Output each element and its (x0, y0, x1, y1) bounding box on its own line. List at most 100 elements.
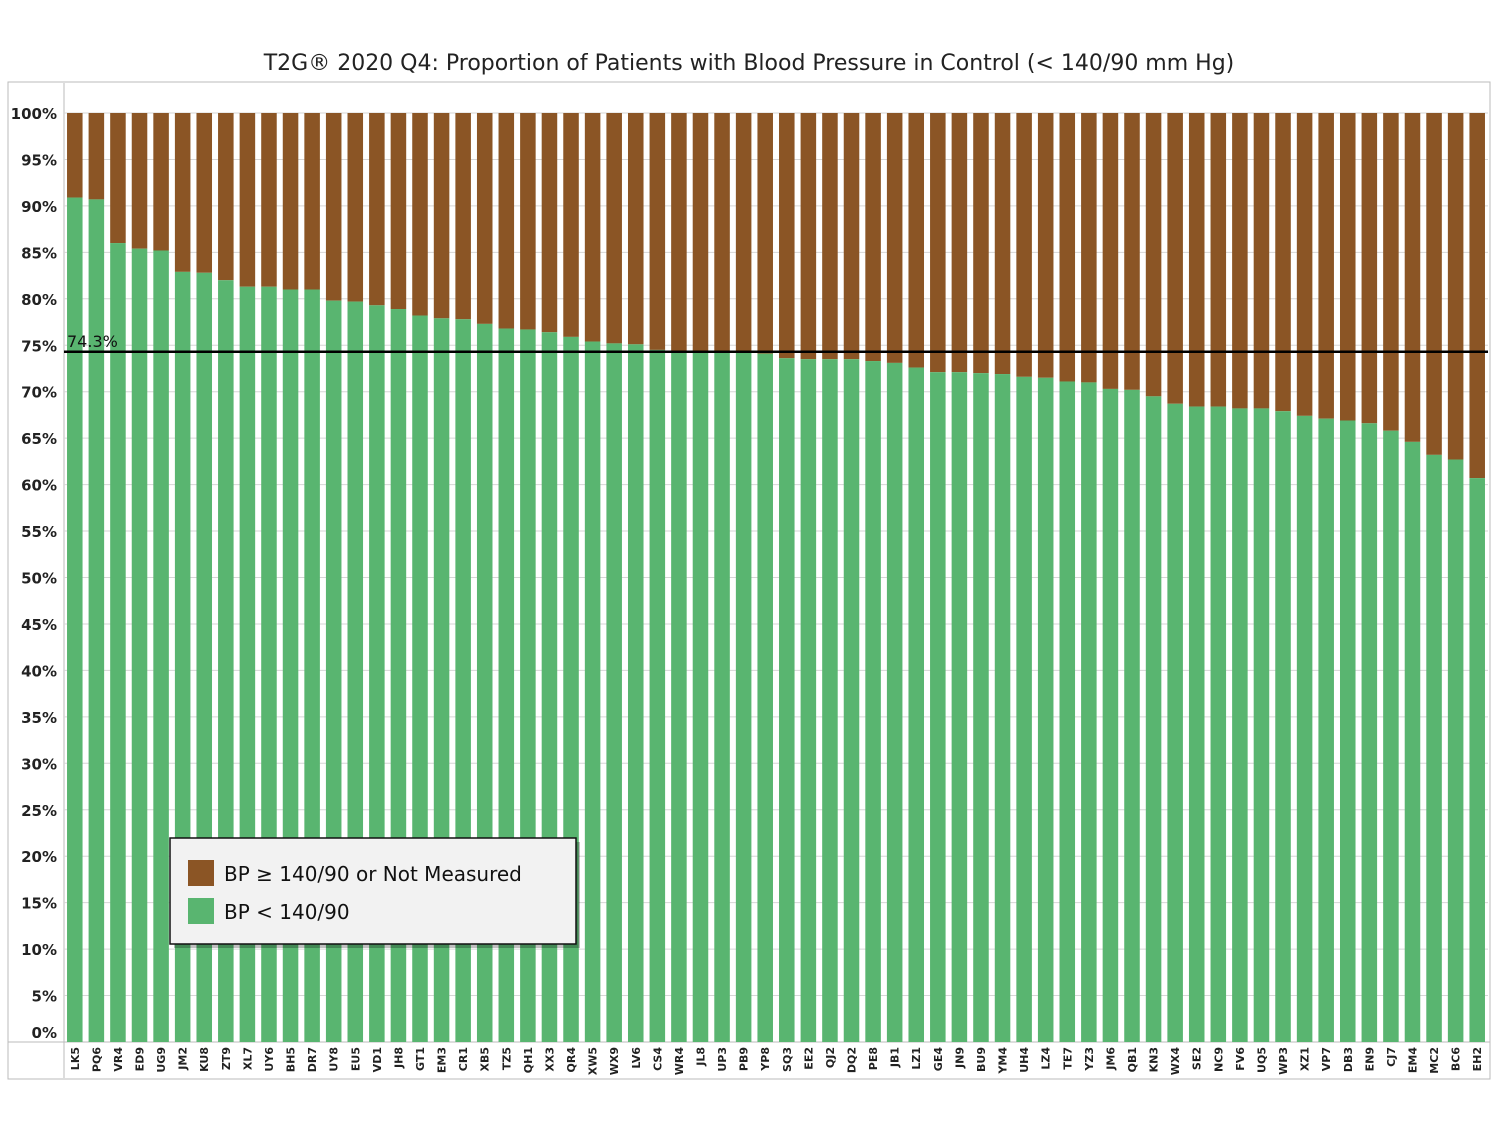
bar-controlled (1253, 408, 1270, 1042)
bar-controlled (714, 352, 730, 1042)
bar-controlled (1296, 415, 1313, 1042)
bar-controlled (649, 349, 666, 1042)
y-tick-label: 60% (21, 477, 57, 495)
bar-not-controlled (67, 113, 83, 198)
bar-not-controlled (412, 113, 428, 316)
bar-not-controlled (1232, 113, 1248, 409)
bar-controlled (951, 372, 968, 1042)
y-tick-label: 0% (32, 1024, 57, 1042)
y-tick-label: 45% (21, 616, 57, 634)
bar-controlled (1404, 441, 1421, 1043)
bar-controlled (67, 197, 83, 1042)
bar-not-controlled (1016, 113, 1032, 377)
x-tick-label: QH1 (522, 1047, 535, 1073)
y-tick-label: 50% (21, 570, 57, 588)
bar-controlled (1016, 376, 1032, 1042)
bar-not-controlled (1296, 113, 1313, 416)
bar-not-controlled (455, 113, 471, 320)
x-tick-label: QJ2 (824, 1047, 837, 1068)
bar-not-controlled (584, 113, 601, 342)
x-tick-label: XX3 (543, 1047, 556, 1072)
x-tick-label: VR4 (112, 1047, 125, 1072)
y-tick-label: 80% (21, 291, 57, 309)
bar-not-controlled (973, 113, 989, 374)
bar-not-controlled (476, 113, 493, 324)
x-axis-ticks: LK5 PQ6 VR4 ED9 UG9 JM2 KU8 ZT9 XL7 UY6 BH5 DR7 UY8 E… (69, 1047, 1484, 1076)
x-tick-label: EM3 (436, 1047, 449, 1073)
bar-not-controlled (822, 113, 838, 360)
bar-controlled (1383, 430, 1399, 1042)
y-tick-label: 55% (21, 523, 57, 541)
x-tick-label: GT1 (414, 1047, 427, 1071)
bar-controlled (1339, 420, 1356, 1042)
bar-not-controlled (1339, 113, 1356, 421)
y-tick-label: 95% (21, 151, 57, 169)
bar-not-controlled (498, 113, 515, 329)
x-tick-label: KN3 (1148, 1047, 1161, 1072)
bar-not-controlled (563, 113, 579, 337)
x-tick-label: DQ2 (846, 1047, 859, 1073)
bar-controlled (1210, 406, 1227, 1043)
bar-controlled (1081, 382, 1097, 1042)
bar-controlled (1361, 423, 1378, 1042)
bar-controlled (930, 372, 946, 1042)
bar-not-controlled (1188, 113, 1205, 407)
x-tick-label: UP3 (716, 1047, 729, 1072)
x-tick-label: NC9 (1212, 1047, 1225, 1072)
bar-not-controlled (131, 113, 148, 249)
x-tick-label: WX9 (608, 1047, 621, 1075)
x-tick-label: EN9 (1363, 1047, 1376, 1071)
y-tick-label: 15% (21, 895, 57, 913)
y-tick-label: 75% (21, 337, 57, 355)
y-tick-label: 70% (21, 384, 57, 402)
bar-controlled (1102, 388, 1119, 1043)
x-tick-label: LZ4 (1040, 1047, 1053, 1070)
x-tick-label: YP8 (759, 1047, 772, 1072)
bar-not-controlled (304, 113, 320, 290)
x-tick-label: ED9 (134, 1047, 147, 1071)
x-tick-label: JM6 (1104, 1047, 1117, 1071)
bar-controlled (1275, 411, 1291, 1043)
x-tick-label: LK5 (69, 1047, 82, 1070)
bar-controlled (735, 352, 752, 1042)
x-tick-label: XW5 (587, 1047, 600, 1075)
x-tick-label: KU8 (198, 1047, 211, 1072)
x-tick-label: BC6 (1450, 1047, 1463, 1071)
y-tick-label: 20% (21, 848, 57, 866)
bar-not-controlled (261, 113, 277, 287)
legend-label: BP ≥ 140/90 or Not Measured (224, 862, 522, 886)
y-tick-label: 40% (21, 662, 57, 680)
x-tick-label: MC2 (1428, 1047, 1441, 1074)
bar-not-controlled (110, 113, 126, 244)
bar-not-controlled (1145, 113, 1162, 397)
bar-not-controlled (1210, 113, 1227, 407)
bar-controlled (110, 243, 126, 1042)
bar-not-controlled (1037, 113, 1054, 378)
bar-not-controlled (994, 113, 1011, 375)
bar-controlled (1145, 396, 1162, 1043)
y-tick-label: 25% (21, 802, 57, 820)
bar-not-controlled (886, 113, 903, 363)
bar-not-controlled (1081, 113, 1097, 383)
bar-not-controlled (325, 113, 342, 301)
bar-not-controlled (692, 113, 709, 353)
x-tick-label: WP3 (1277, 1047, 1290, 1075)
y-tick-label: 30% (21, 755, 57, 773)
bar-controlled (822, 359, 838, 1042)
bar-not-controlled (1404, 113, 1421, 442)
bar-not-controlled (649, 113, 666, 350)
legend-label: BP < 140/90 (224, 900, 350, 924)
bar-not-controlled (1253, 113, 1270, 409)
bar-controlled (973, 373, 989, 1042)
bar-not-controlled (714, 113, 730, 353)
x-tick-label: EM4 (1406, 1047, 1419, 1073)
bar-not-controlled (735, 113, 752, 353)
bar-not-controlled (1447, 113, 1464, 460)
bar-controlled (994, 374, 1011, 1042)
y-tick-label: 85% (21, 244, 57, 262)
bar-controlled (779, 358, 795, 1043)
x-tick-label: EH2 (1471, 1047, 1484, 1071)
bar-not-controlled (800, 113, 817, 360)
x-tick-label: FV6 (1234, 1047, 1247, 1071)
x-tick-label: WX4 (1169, 1047, 1182, 1076)
